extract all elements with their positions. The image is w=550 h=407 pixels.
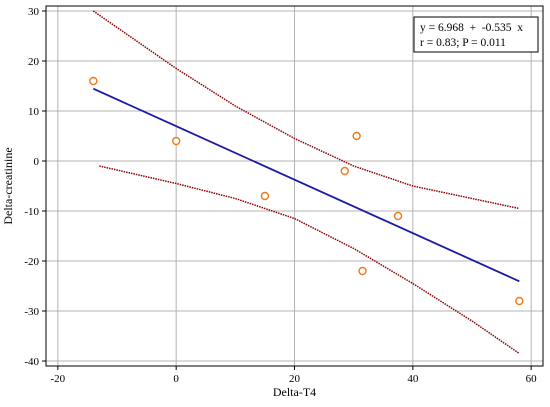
y-tick-label: -10 bbox=[24, 206, 39, 218]
data-point bbox=[171, 136, 181, 146]
x-tick-label: 40 bbox=[407, 373, 419, 385]
regression-equation: y = 6.968 + -0.535 x bbox=[420, 22, 523, 34]
stats-box-frame bbox=[413, 16, 539, 53]
y-axis-title: Delta-creatinine bbox=[1, 147, 15, 224]
data-point bbox=[358, 266, 367, 276]
regression-line bbox=[92, 87, 520, 283]
data-point bbox=[515, 296, 524, 306]
lower-confidence-curve bbox=[99, 165, 520, 355]
y-tick-label: 30 bbox=[28, 6, 40, 18]
data-points bbox=[89, 76, 524, 306]
y-tick-label: 10 bbox=[28, 106, 40, 118]
stats-box: y = 6.968 + -0.535 x r = 0.83; P = 0.011 bbox=[413, 16, 539, 53]
data-point bbox=[260, 191, 270, 201]
correlation-stats: r = 0.83; P = 0.011 bbox=[420, 37, 506, 49]
y-tick-label: -30 bbox=[24, 306, 39, 318]
y-tick-label: 20 bbox=[28, 56, 40, 68]
upper-confidence-curve bbox=[92, 10, 520, 210]
grid-lines bbox=[46, 6, 543, 366]
x-tick-label: 0 bbox=[173, 373, 179, 385]
confidence-band bbox=[92, 10, 520, 355]
data-point bbox=[352, 131, 361, 141]
y-tick-label: -40 bbox=[24, 356, 39, 368]
y-tick-label: -20 bbox=[24, 256, 39, 268]
axis-ticks: -20 0 20 40 60 30 20 10 0 -10 -20 -30 -40 bbox=[24, 6, 537, 385]
x-tick-label: -20 bbox=[50, 373, 65, 385]
data-point bbox=[340, 166, 349, 176]
data-point bbox=[393, 211, 403, 221]
regression-line-group bbox=[92, 87, 520, 283]
x-tick-label: 20 bbox=[289, 373, 301, 385]
x-axis-title: Delta-T4 bbox=[273, 385, 316, 399]
y-tick-label: 0 bbox=[34, 156, 40, 168]
data-point bbox=[89, 76, 98, 86]
x-tick-label: 60 bbox=[526, 373, 538, 385]
